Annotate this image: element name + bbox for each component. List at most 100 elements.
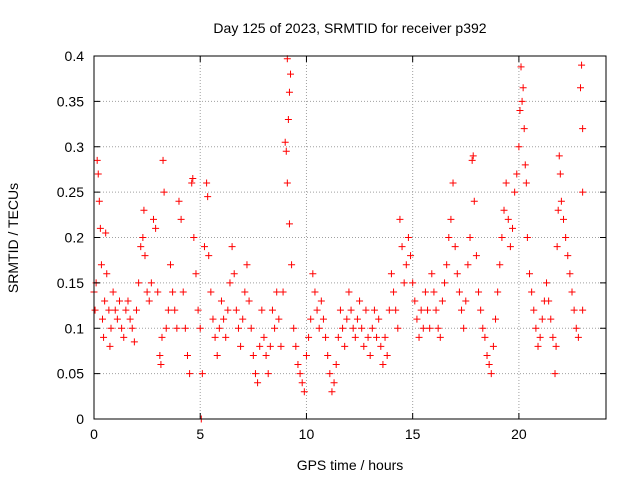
data-point — [213, 351, 221, 359]
data-point — [520, 125, 528, 133]
data-point — [502, 179, 510, 187]
data-point — [464, 261, 472, 269]
data-point — [479, 324, 487, 332]
data-point — [330, 379, 338, 387]
data-point — [247, 324, 255, 332]
y-tick-label: 0 — [76, 411, 84, 427]
data-point — [284, 116, 292, 124]
data-point — [124, 297, 132, 305]
data-point — [326, 370, 334, 378]
data-point — [285, 88, 293, 96]
data-point — [516, 106, 524, 114]
data-point — [160, 188, 168, 196]
data-point — [135, 279, 143, 287]
data-point — [579, 125, 587, 133]
data-point — [577, 84, 585, 92]
data-point — [256, 342, 264, 350]
data-point — [345, 288, 353, 296]
axis-ticks: 0 0.05 0.1 0.15 0.2 0.25 0.3 0.35 0.4 0 5 10 15 20 — [57, 48, 606, 442]
data-point — [204, 193, 212, 201]
data-point — [334, 333, 342, 341]
x-tick-label: 10 — [299, 426, 315, 442]
data-point — [419, 324, 427, 332]
data-point — [164, 306, 172, 314]
data-point — [307, 315, 315, 323]
data-point — [149, 215, 157, 223]
data-point — [398, 243, 406, 251]
data-point — [140, 206, 148, 214]
data-point — [279, 288, 287, 296]
data-point — [93, 156, 101, 164]
data-point — [466, 234, 474, 241]
data-point — [220, 315, 228, 323]
data-point — [102, 229, 110, 237]
data-point — [309, 270, 317, 278]
data-point — [555, 152, 563, 160]
data-point — [183, 351, 191, 359]
data-point — [560, 215, 568, 223]
data-point — [574, 333, 582, 341]
data-point — [120, 333, 128, 341]
data-point — [315, 324, 323, 332]
data-point — [556, 170, 564, 178]
data-point — [404, 234, 412, 241]
data-point — [132, 306, 140, 314]
data-point — [162, 324, 170, 332]
data-point — [475, 288, 483, 296]
data-point — [358, 324, 366, 332]
data-point — [445, 234, 453, 241]
data-point — [385, 306, 393, 314]
data-point — [351, 333, 359, 341]
y-tick-label: 0.15 — [57, 275, 84, 291]
data-point — [387, 270, 395, 278]
y-tick-label: 0.3 — [65, 139, 85, 155]
data-point — [177, 215, 185, 223]
data-point — [553, 243, 561, 251]
data-point — [519, 84, 527, 92]
data-point — [413, 315, 421, 323]
data-point — [296, 370, 304, 378]
data-point — [379, 361, 387, 369]
data-point — [94, 170, 102, 178]
data-point — [154, 288, 162, 296]
data-point — [113, 315, 121, 323]
data-point — [118, 324, 126, 332]
data-point — [275, 315, 283, 323]
data-point — [128, 324, 136, 332]
data-point — [115, 297, 123, 305]
data-point — [557, 197, 565, 205]
data-point — [568, 288, 576, 296]
data-point — [319, 315, 327, 323]
data-point — [481, 333, 489, 341]
y-tick-label: 0.35 — [57, 93, 84, 109]
y-tick-label: 0.25 — [57, 184, 84, 200]
data-point — [517, 63, 525, 71]
data-point — [506, 243, 514, 251]
data-point — [324, 351, 332, 359]
data-point — [504, 215, 512, 223]
data-point — [500, 206, 508, 214]
data-point — [526, 270, 534, 278]
data-point — [277, 342, 285, 350]
data-point — [458, 306, 466, 314]
data-point — [97, 261, 105, 269]
data-point — [147, 279, 155, 287]
data-point — [130, 338, 138, 346]
y-tick-label: 0.05 — [57, 366, 84, 382]
data-point — [522, 179, 530, 187]
data-point — [400, 279, 408, 287]
data-point — [209, 315, 217, 323]
data-point — [228, 243, 236, 251]
data-point — [470, 197, 478, 205]
data-point — [317, 297, 325, 305]
data-point — [166, 261, 174, 269]
data-point — [383, 351, 391, 359]
data-point — [368, 324, 376, 332]
x-tick-label: 20 — [511, 426, 527, 442]
data-point — [175, 197, 183, 205]
data-point — [426, 324, 434, 332]
data-point — [521, 161, 529, 169]
data-point — [578, 61, 586, 69]
y-axis-label: SRMTID / TECUs — [5, 183, 21, 293]
data-point — [281, 138, 289, 146]
